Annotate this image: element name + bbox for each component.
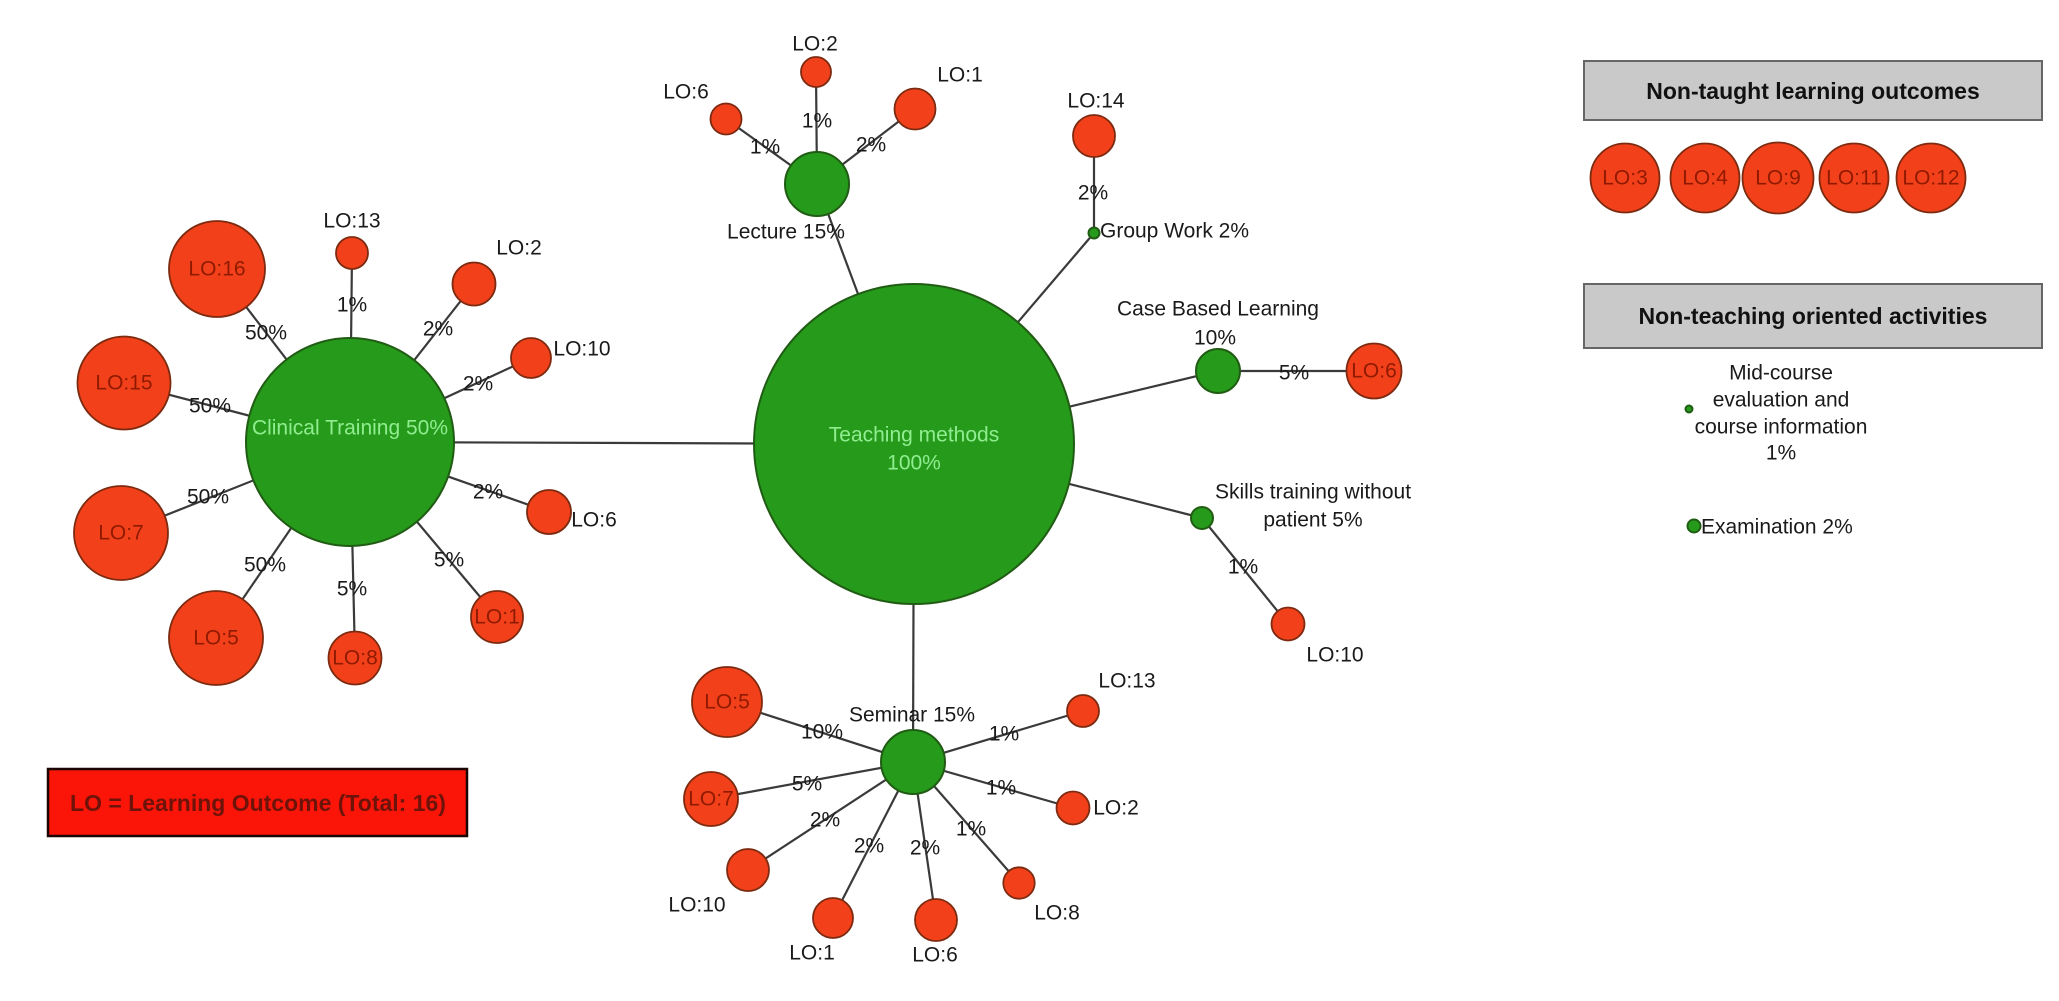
svg-text:50%: 50% xyxy=(244,554,286,577)
svg-text:Mid-course: Mid-course xyxy=(1729,362,1833,385)
svg-text:course information: course information xyxy=(1695,416,1868,439)
svg-text:LO:2: LO:2 xyxy=(792,33,838,56)
svg-text:Examination 2%: Examination 2% xyxy=(1701,516,1853,539)
svg-text:LO:9: LO:9 xyxy=(1755,167,1801,190)
svg-text:LO:16: LO:16 xyxy=(188,258,245,281)
svg-text:LO:1: LO:1 xyxy=(937,64,983,87)
svg-text:LO:8: LO:8 xyxy=(1034,902,1080,925)
svg-text:1%: 1% xyxy=(802,110,832,133)
svg-text:Lecture 15%: Lecture 15% xyxy=(727,221,845,244)
svg-text:evaluation and: evaluation and xyxy=(1713,389,1850,412)
svg-text:10%: 10% xyxy=(801,721,843,744)
svg-text:LO:6: LO:6 xyxy=(912,944,958,967)
svg-text:2%: 2% xyxy=(463,373,493,396)
svg-text:2%: 2% xyxy=(856,134,886,157)
svg-text:2%: 2% xyxy=(1078,182,1108,205)
svg-text:LO:5: LO:5 xyxy=(193,627,239,650)
svg-text:LO:13: LO:13 xyxy=(1098,670,1155,693)
svg-text:Case Based Learning: Case Based Learning xyxy=(1117,298,1319,321)
svg-text:LO:2: LO:2 xyxy=(1093,797,1139,820)
svg-text:LO:3: LO:3 xyxy=(1602,167,1648,190)
svg-text:1%: 1% xyxy=(337,294,367,317)
svg-text:5%: 5% xyxy=(1279,362,1309,385)
svg-text:LO:5: LO:5 xyxy=(704,691,750,714)
svg-text:1%: 1% xyxy=(1228,556,1258,579)
svg-text:2%: 2% xyxy=(423,318,453,341)
svg-text:LO = Learning Outcome (Total:: LO = Learning Outcome (Total: 16) xyxy=(70,790,446,816)
svg-text:LO:15: LO:15 xyxy=(95,372,152,395)
svg-text:1%: 1% xyxy=(986,777,1016,800)
svg-text:5%: 5% xyxy=(792,773,822,796)
svg-text:5%: 5% xyxy=(337,578,367,601)
svg-text:Non-taught learning outcomes: Non-taught learning outcomes xyxy=(1646,78,1980,104)
svg-text:LO:6: LO:6 xyxy=(663,81,709,104)
svg-text:1%: 1% xyxy=(956,818,986,841)
svg-text:LO:10: LO:10 xyxy=(553,338,610,361)
svg-text:2%: 2% xyxy=(910,837,940,860)
svg-text:100%: 100% xyxy=(887,452,941,475)
svg-text:1%: 1% xyxy=(1766,442,1796,465)
svg-text:LO:10: LO:10 xyxy=(1306,644,1363,667)
svg-text:Teaching methods: Teaching methods xyxy=(829,424,999,447)
svg-text:LO:6: LO:6 xyxy=(571,509,617,532)
svg-text:2%: 2% xyxy=(810,809,840,832)
svg-text:1%: 1% xyxy=(750,136,780,159)
svg-text:1%: 1% xyxy=(989,723,1019,746)
svg-text:LO:1: LO:1 xyxy=(474,606,520,629)
svg-text:LO:7: LO:7 xyxy=(688,788,734,811)
svg-text:2%: 2% xyxy=(473,481,503,504)
svg-text:LO:13: LO:13 xyxy=(323,210,380,233)
svg-text:5%: 5% xyxy=(434,549,464,572)
svg-text:Skills training without: Skills training without xyxy=(1215,481,1411,504)
svg-text:LO:10: LO:10 xyxy=(668,894,725,917)
svg-text:LO:7: LO:7 xyxy=(98,522,144,545)
svg-text:50%: 50% xyxy=(187,486,229,509)
svg-text:2%: 2% xyxy=(854,835,884,858)
svg-text:LO:1: LO:1 xyxy=(789,942,835,965)
svg-text:10%: 10% xyxy=(1194,327,1236,350)
svg-text:patient 5%: patient 5% xyxy=(1263,509,1362,532)
svg-text:LO:2: LO:2 xyxy=(496,237,542,260)
svg-text:LO:4: LO:4 xyxy=(1682,167,1728,190)
svg-text:50%: 50% xyxy=(245,322,287,345)
svg-text:LO:12: LO:12 xyxy=(1902,167,1959,190)
svg-text:Non-teaching oriented activiti: Non-teaching oriented activities xyxy=(1639,303,1988,329)
svg-text:LO:6: LO:6 xyxy=(1351,360,1397,383)
svg-text:50%: 50% xyxy=(189,395,231,418)
svg-text:Group Work 2%: Group Work 2% xyxy=(1100,220,1249,243)
svg-text:LO:8: LO:8 xyxy=(332,647,378,670)
svg-text:LO:14: LO:14 xyxy=(1067,90,1125,113)
svg-text:Seminar 15%: Seminar 15% xyxy=(849,704,975,727)
svg-text:LO:11: LO:11 xyxy=(1826,167,1882,190)
svg-text:Clinical Training 50%: Clinical Training 50% xyxy=(252,417,448,440)
